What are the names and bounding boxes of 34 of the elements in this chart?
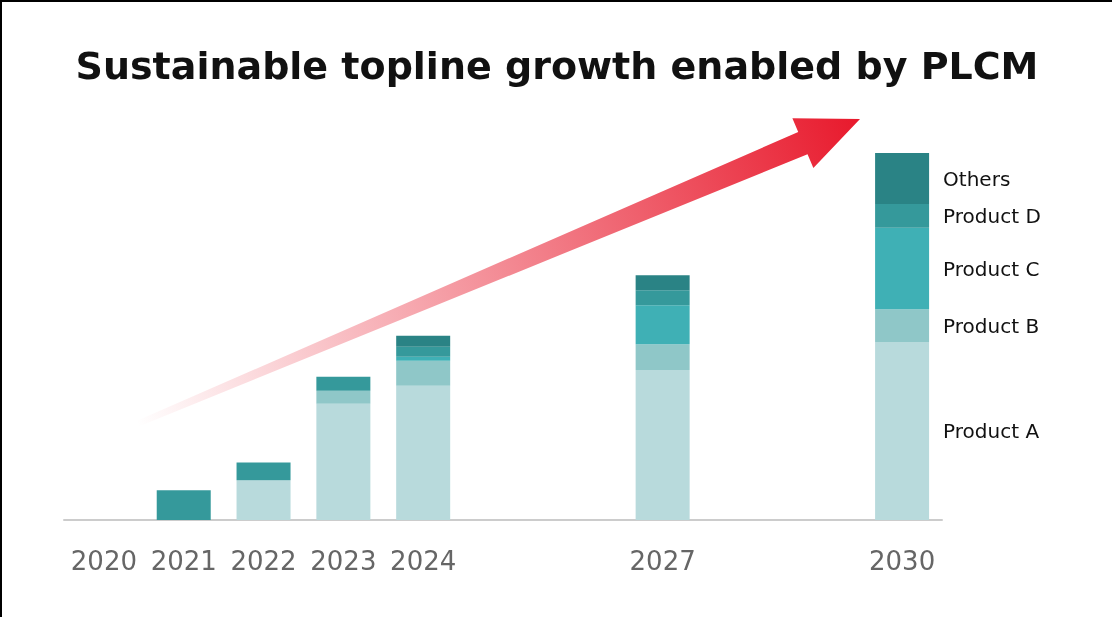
bar bbox=[316, 390, 371, 404]
series-label: Product A bbox=[943, 419, 1040, 443]
series-label: Product C bbox=[943, 256, 1040, 281]
bar bbox=[635, 344, 690, 370]
bar bbox=[396, 335, 451, 347]
bar bbox=[316, 403, 371, 520]
bar bbox=[396, 356, 451, 361]
bar bbox=[156, 490, 211, 520]
bar bbox=[316, 376, 371, 391]
bar bbox=[635, 305, 690, 345]
series-label: Product B bbox=[943, 313, 1040, 338]
bar bbox=[396, 346, 451, 357]
series-label: Others bbox=[943, 166, 1011, 191]
chart-title: Sustainable topline growth enabled by PLCM bbox=[75, 44, 1039, 88]
bar bbox=[635, 290, 690, 306]
x-tick-label: 2021 bbox=[150, 546, 217, 576]
bar bbox=[875, 309, 930, 343]
bar bbox=[875, 153, 930, 205]
bar bbox=[635, 369, 690, 520]
x-tick-label: 2023 bbox=[310, 546, 377, 576]
x-tick-label: 2024 bbox=[390, 546, 457, 576]
x-tick-label: 2022 bbox=[230, 546, 297, 576]
series-label: Product D bbox=[943, 203, 1041, 228]
bar bbox=[236, 462, 291, 481]
bar bbox=[396, 385, 451, 520]
bar bbox=[875, 342, 930, 520]
x-tick-label: 2030 bbox=[869, 546, 936, 576]
x-tick-label: 2020 bbox=[70, 546, 137, 576]
bar bbox=[635, 275, 690, 291]
x-tick-label: 2027 bbox=[629, 546, 696, 576]
bar bbox=[236, 480, 291, 520]
bar bbox=[396, 360, 451, 386]
bar bbox=[875, 204, 930, 228]
bar bbox=[875, 227, 930, 310]
